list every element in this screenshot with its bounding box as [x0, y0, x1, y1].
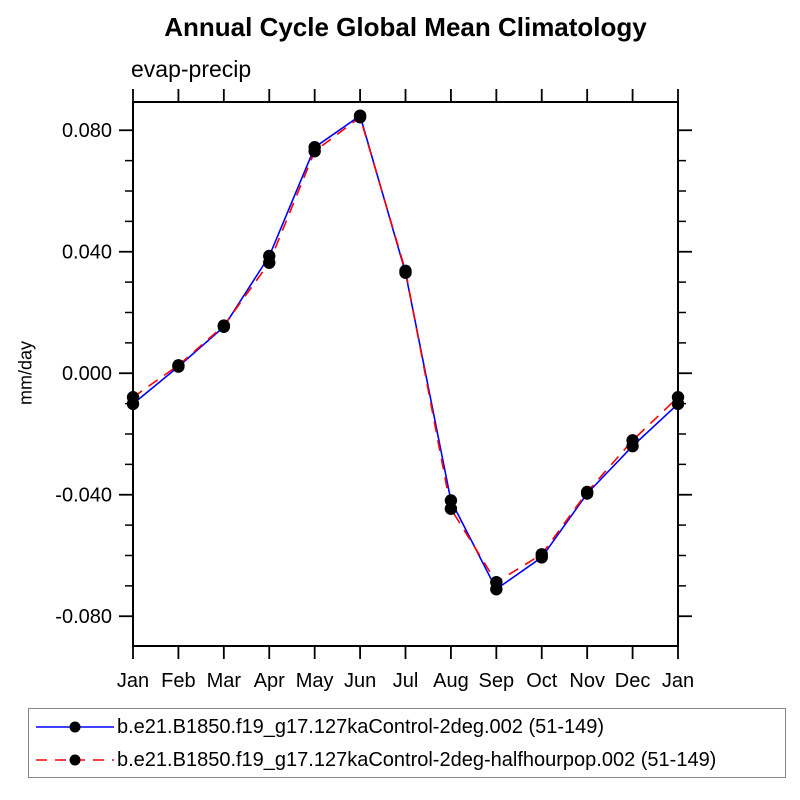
legend-entry-halfhourpop: b.e21.B1850.f19_g17.127kaControl-2deg-ha…: [33, 744, 716, 776]
legend-sample-solid-line-icon: [36, 721, 114, 733]
x-tick-label: Jan: [662, 670, 694, 692]
data-point-marker: [217, 319, 231, 332]
chart-subtitle-variable: evap-precip: [131, 56, 252, 82]
data-point-marker: [444, 502, 458, 515]
x-tick-label: May: [296, 670, 334, 692]
x-tick-label: Mar: [207, 670, 242, 692]
series-line-1: [132, 115, 679, 584]
x-tick-label: Jul: [393, 670, 419, 692]
y-tick-label: -0.040: [55, 485, 112, 507]
data-point-marker: [490, 576, 503, 589]
data-point-marker: [308, 145, 321, 158]
data-point-marker: [126, 391, 140, 404]
legend-label-halfhourpop: b.e21.B1850.f19_g17.127kaControl-2deg-ha…: [117, 748, 717, 771]
y-tick-label: -0.080: [55, 606, 112, 628]
data-point-marker: [626, 434, 639, 447]
x-tick-label: Jun: [344, 670, 376, 692]
x-tick-label: Dec: [615, 670, 651, 692]
y-tick-label: 0.040: [62, 242, 112, 264]
legend-label-control: b.e21.B1850.f19_g17.127kaControl-2deg.00…: [117, 715, 605, 738]
data-point-marker: [535, 548, 548, 561]
legend-box: b.e21.B1850.f19_g17.127kaControl-2deg.00…: [28, 708, 786, 778]
x-tick-label: Oct: [526, 670, 558, 692]
legend-entry-control: b.e21.B1850.f19_g17.127kaControl-2deg.00…: [33, 711, 604, 743]
plot-frame: [132, 101, 679, 647]
series-line-0: [132, 114, 679, 591]
data-point-marker: [580, 485, 594, 499]
data-point-marker: [172, 359, 185, 372]
x-tick-label: Nov: [569, 670, 605, 692]
x-tick-label: Apr: [254, 670, 285, 692]
data-point-marker: [263, 256, 276, 269]
data-point-marker: [671, 391, 685, 404]
data-point-marker: [353, 110, 367, 124]
y-tick-label: 0.080: [62, 120, 112, 142]
data-point-marker: [399, 264, 412, 278]
x-tick-label: Feb: [161, 670, 195, 692]
chart-title: Annual Cycle Global Mean Climatology: [164, 12, 647, 42]
legend-sample-dashed-line-icon: [36, 754, 114, 766]
x-tick-label: Jan: [117, 670, 149, 692]
x-tick-label: Sep: [479, 670, 515, 692]
y-tick-label: 0.000: [62, 363, 112, 385]
x-tick-label: Aug: [433, 670, 469, 692]
